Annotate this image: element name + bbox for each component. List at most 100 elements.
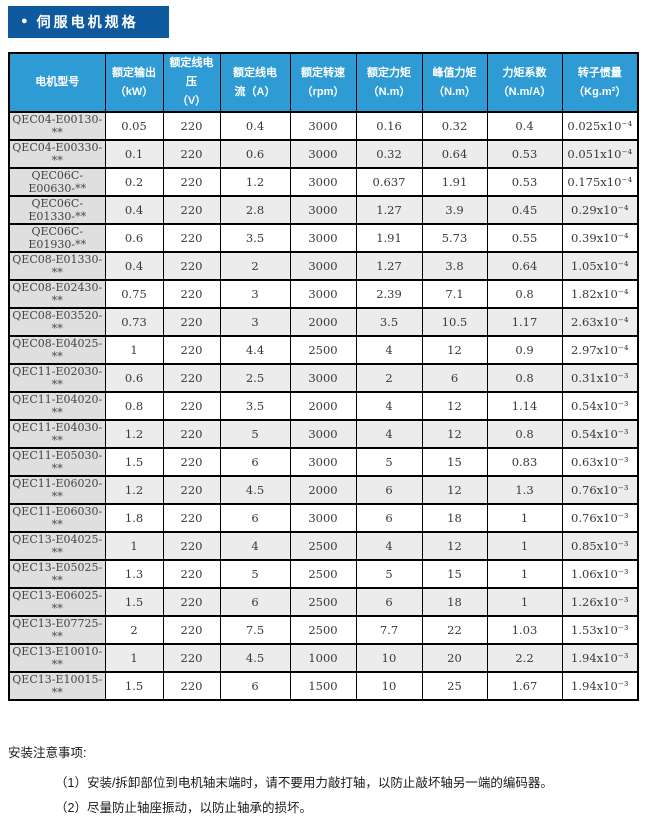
value-cell: 6 (219, 587, 291, 617)
value-cell: 4 (355, 419, 423, 449)
value-cell: 10 (355, 671, 423, 701)
value-cell: 220 (162, 335, 221, 365)
value-cell: 1.26x10⁻³ (561, 587, 639, 617)
value-cell: 2500 (289, 531, 357, 561)
value-cell: 0.85x10⁻³ (561, 531, 639, 561)
value-cell: 220 (162, 279, 221, 309)
value-cell: 3000 (289, 363, 357, 393)
value-cell: 12 (421, 475, 488, 505)
value-cell: 2 (355, 363, 423, 393)
value-cell: 3000 (289, 167, 357, 197)
value-cell: 6 (219, 447, 291, 477)
note-item-1: （1）安装/拆卸部位到电机轴末端时，请不要用力敲打轴，以防止敲坏轴另一端的编码器… (55, 776, 553, 790)
model-cell: QEC11-E02030-** (8, 363, 106, 393)
value-cell: 0.32 (421, 111, 488, 141)
column-header-rated-current: 额定线电 流（A） (219, 52, 291, 113)
value-cell: 0.8 (104, 391, 164, 421)
model-cell: QEC13-E05025-** (8, 559, 106, 589)
column-header-unit: （N.m） (433, 85, 476, 98)
value-cell: 3000 (289, 223, 357, 253)
value-cell: 0.73 (104, 307, 164, 337)
value-cell: 0.2 (104, 167, 164, 197)
value-cell: 5 (219, 419, 291, 449)
table-row: QEC06C-E01930-** 0.6 220 3.5 3000 1.91 5.73 0.5… (8, 223, 639, 253)
value-cell: 10.5 (421, 307, 488, 337)
value-cell: 0.53 (486, 139, 563, 169)
table-row: QEC13-E10015-** 1.5 220 6 1500 10 25 1.67 1.94x1… (8, 671, 639, 701)
value-cell: 6 (355, 503, 423, 533)
value-cell: 7.7 (355, 615, 423, 645)
model-cell: QEC11-E06020-** (8, 475, 106, 505)
table-row: QEC13-E06025-** 1.5 220 6 2500 6 18 1 1.26x10⁻³ (8, 587, 639, 617)
value-cell: 1 (104, 335, 164, 365)
value-cell: 4.5 (219, 643, 291, 673)
column-header-label: 额定线电 (233, 66, 277, 79)
value-cell: 5.73 (421, 223, 488, 253)
column-header-label: 电机型号 (35, 76, 80, 88)
value-cell: 7.1 (421, 279, 488, 309)
value-cell: 1.2 (104, 419, 164, 449)
value-cell: 220 (162, 643, 221, 673)
value-cell: 0.54x10⁻³ (561, 419, 639, 449)
value-cell: 6 (219, 503, 291, 533)
value-cell: 1 (486, 503, 563, 533)
value-cell: 0.8 (486, 279, 563, 309)
value-cell: 220 (162, 671, 221, 701)
table-row: QEC11-E06020-** 1.2 220 4.5 2000 6 12 1.3 0.76x1… (8, 475, 639, 505)
value-cell: 1 (486, 587, 563, 617)
column-header-peak-torque: 峰值力矩 （N.m） (421, 52, 488, 113)
value-cell: 1 (104, 643, 164, 673)
value-cell: 6 (421, 363, 488, 393)
value-cell: 0.4 (104, 195, 164, 225)
model-cell: QEC06C-E01330-** (8, 195, 106, 225)
column-header-unit: （Kg.m²） (573, 85, 627, 98)
value-cell: 1.06x10⁻³ (561, 559, 639, 589)
table-row: QEC13-E07725-** 2 220 7.5 2500 7.7 22 1.03 1.53x… (8, 615, 639, 645)
value-cell: 220 (162, 307, 221, 337)
value-cell: 3 (219, 279, 291, 309)
value-cell: 220 (162, 587, 221, 617)
column-header-unit: （V） (176, 95, 207, 107)
table-row: QEC08-E03520-** 0.73 220 3 2000 3.5 10.5 1.17 2.… (8, 307, 639, 337)
column-header-label: 力矩系数 (502, 66, 547, 79)
model-cell: QEC13-E10010-** (8, 643, 106, 673)
value-cell: 2000 (289, 391, 357, 421)
column-header-unit: （N.m） (367, 85, 411, 98)
value-cell: 220 (162, 195, 221, 225)
value-cell: 5 (219, 559, 291, 589)
column-header-rated-speed: 额定转速 （rpm） (289, 52, 357, 113)
value-cell: 1 (486, 559, 563, 589)
value-cell: 0.4 (219, 111, 291, 141)
value-cell: 4.4 (219, 335, 291, 365)
column-header-rated-voltage: 额定线电压 （V） (162, 52, 221, 113)
value-cell: 220 (162, 139, 221, 169)
table-body: QEC04-E00130-** 0.05 220 0.4 3000 0.16 0.32 0.4… (8, 111, 639, 701)
value-cell: 2.8 (219, 195, 291, 225)
value-cell: 1.5 (104, 671, 164, 701)
header-row: 电机型号 额定输出 （kW） 额定线电压 （V） 额定线电 流（A） 额定转速 … (8, 52, 639, 113)
value-cell: 0.9 (486, 335, 563, 365)
value-cell: 2.39 (355, 279, 423, 309)
spec-table: 电机型号 额定输出 （kW） 额定线电压 （V） 额定线电 流（A） 额定转速 … (8, 52, 639, 701)
column-header-rated-output: 额定输出 （kW） (104, 52, 164, 113)
value-cell: 220 (162, 111, 221, 141)
value-cell: 1.3 (104, 559, 164, 589)
column-header-unit: 流（A） (234, 85, 276, 98)
value-cell: 2 (104, 615, 164, 645)
value-cell: 12 (421, 335, 488, 365)
value-cell: 0.4 (104, 251, 164, 281)
model-cell: QEC11-E05030-** (8, 447, 106, 477)
value-cell: 2500 (289, 615, 357, 645)
value-cell: 1.67 (486, 671, 563, 701)
value-cell: 12 (421, 531, 488, 561)
table-row: QEC11-E04020-** 0.8 220 3.5 2000 4 12 1.14 0.54x… (8, 391, 639, 421)
value-cell: 3.5 (219, 223, 291, 253)
value-cell: 4 (355, 531, 423, 561)
value-cell: 3.5 (219, 391, 291, 421)
notes-heading: 安装注意事项: (8, 746, 87, 760)
value-cell: 4 (355, 335, 423, 365)
table-row: QEC13-E10010-** 1 220 4.5 1000 10 20 2.2 1.94x10… (8, 643, 639, 673)
value-cell: 0.76x10⁻³ (561, 475, 639, 505)
value-cell: 1.94x10⁻³ (561, 671, 639, 701)
value-cell: 1.94x10⁻³ (561, 643, 639, 673)
